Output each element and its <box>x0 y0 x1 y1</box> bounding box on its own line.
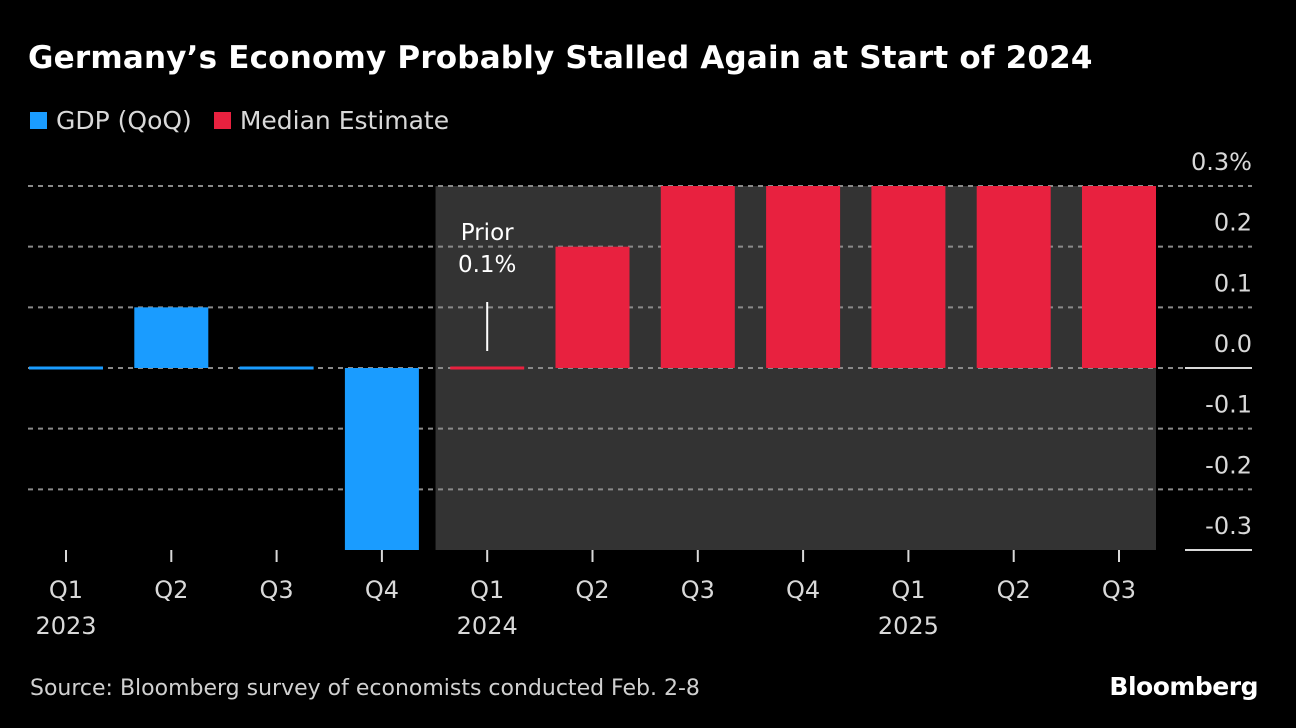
legend-item-gdp: GDP (QoQ) <box>30 106 192 135</box>
legend-swatch-gdp <box>30 112 47 129</box>
x-tick-label-quarter: Q1 <box>891 576 925 604</box>
bar-gdp-qoq-q2-2023 <box>134 307 209 368</box>
bar-median-estimate-q3-2024 <box>660 186 735 368</box>
x-tick-label-quarter: Q4 <box>786 576 820 604</box>
annotation-text: Prior <box>461 220 514 246</box>
x-tick-label-quarter: Q1 <box>470 576 504 604</box>
source-note: Source: Bloomberg survey of economists c… <box>30 676 700 701</box>
x-tick-label-quarter: Q2 <box>997 576 1031 604</box>
legend-item-median-estimate: Median Estimate <box>213 106 450 135</box>
x-tick-label-quarter: Q3 <box>681 576 715 604</box>
y-tick-label: -0.2 <box>1205 451 1252 479</box>
y-tick-label: 0.0 <box>1214 330 1252 358</box>
legend-label-median-estimate: Median Estimate <box>239 106 450 135</box>
x-tick-label-year: 2024 <box>457 612 518 640</box>
bar-median-estimate-q1-2025 <box>871 186 946 368</box>
x-tick-label-quarter: Q1 <box>49 576 83 604</box>
x-tick-label-quarter: Q3 <box>260 576 294 604</box>
annotation-text: 0.1% <box>458 252 516 278</box>
y-tick-label: 0.1 <box>1214 269 1252 297</box>
x-tick-label-quarter: Q4 <box>365 576 399 604</box>
bar-median-estimate-q3-2025 <box>1082 186 1156 368</box>
bar-gdp-qoq-q3-2023 <box>239 366 314 370</box>
x-tick-label-year: 2025 <box>878 612 939 640</box>
bar-median-estimate-q2-2025 <box>976 186 1051 368</box>
y-tick-label: 0.2 <box>1214 209 1252 237</box>
x-tick-label-quarter: Q2 <box>154 576 188 604</box>
legend-swatch-median-estimate <box>213 112 231 129</box>
bloomberg-logo: Bloomberg <box>1109 672 1258 701</box>
legend: GDP (QoQ) Median Estimate <box>30 106 471 135</box>
x-tick-label-quarter: Q2 <box>575 576 609 604</box>
bar-median-estimate-q4-2024 <box>766 186 841 368</box>
y-tick-label: -0.3 <box>1205 512 1252 540</box>
y-tick-label: -0.1 <box>1205 391 1252 419</box>
y-tick-label: 0.3% <box>1191 148 1252 176</box>
bar-median-estimate-q1-2024 <box>450 366 525 370</box>
chart-title: Germany’s Economy Probably Stalled Again… <box>28 40 1093 76</box>
bar-gdp-qoq-q1-2023 <box>29 366 103 370</box>
bar-median-estimate-q2-2024 <box>555 246 630 368</box>
bar-gdp-qoq-q4-2023 <box>344 368 419 550</box>
x-tick-label-quarter: Q3 <box>1102 576 1136 604</box>
x-tick-label-year: 2023 <box>35 612 96 640</box>
legend-label-gdp: GDP (QoQ) <box>56 106 192 135</box>
